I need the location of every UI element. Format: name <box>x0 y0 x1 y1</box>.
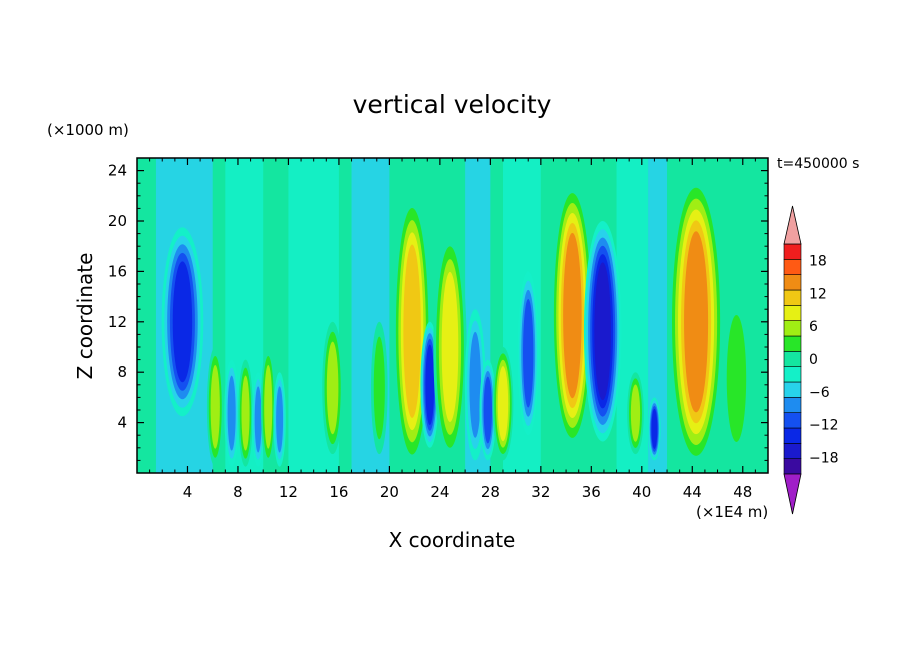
colorbar-swatch <box>783 412 802 429</box>
colorbar-under-triangle <box>783 473 802 515</box>
colorbar-swatch <box>783 458 802 475</box>
y-axis-label: Z coordinate <box>73 253 97 380</box>
colorbar-tick-label: 18 <box>809 253 827 269</box>
contour-band <box>594 262 612 401</box>
contour-band <box>264 364 273 449</box>
colorbar-swatch <box>783 366 802 383</box>
x-tick-label: 48 <box>733 483 752 501</box>
colorbar-tick-label: 0 <box>809 352 818 368</box>
colorbar-swatch <box>783 289 802 306</box>
x-tick-label: 36 <box>582 483 601 501</box>
colorbar-swatch <box>783 259 802 275</box>
contour-band <box>497 366 509 442</box>
x-tick-label: 28 <box>481 483 500 501</box>
contour-band <box>651 408 658 450</box>
contour-band <box>563 232 582 399</box>
y-axis: 4 8 12 16 20 24 <box>108 162 768 461</box>
colorbar-swatch <box>783 427 802 444</box>
colorbar-tick-label: 6 <box>809 319 818 335</box>
contour-band <box>630 384 641 442</box>
colorbar-tick-label: 12 <box>809 286 827 302</box>
contour-band <box>523 299 534 408</box>
y-tick-label: 8 <box>117 363 127 381</box>
colorbar-tick-label: −6 <box>809 385 830 401</box>
x-tick-label: 32 <box>531 483 550 501</box>
y-tick-label: 16 <box>108 262 127 280</box>
x-axis-label: X coordinate <box>389 528 516 552</box>
y-tick-label: 4 <box>117 414 127 432</box>
x-unit-label: (×1E4 m) <box>696 503 768 521</box>
contour-band <box>254 386 262 453</box>
colorbar-swatch <box>783 397 802 413</box>
colorbar-swatch <box>783 243 802 260</box>
field-band <box>648 158 668 473</box>
heatmap-field <box>137 158 768 473</box>
colorbar-swatch <box>783 320 802 337</box>
colorbar-swatch <box>783 274 802 291</box>
contour-band <box>684 231 709 413</box>
y-unit-label: (×1000 m) <box>47 121 129 139</box>
y-tick-label: 20 <box>108 212 127 230</box>
x-tick-label: 16 <box>329 483 348 501</box>
contour-band <box>276 386 284 453</box>
x-tick-label: 44 <box>683 483 702 501</box>
contour-band <box>227 375 236 451</box>
x-tick-label: 12 <box>279 483 298 501</box>
colorbar-tick-label: −18 <box>809 451 839 467</box>
contour-band <box>469 331 482 438</box>
contour-band <box>425 344 435 426</box>
contour-band <box>172 261 193 383</box>
contour-band <box>210 364 220 449</box>
colorbar-swatch <box>783 443 802 459</box>
colorbar-swatch <box>783 381 802 398</box>
y-tick-label: 24 <box>108 162 127 180</box>
x-tick-label: 4 <box>183 483 193 501</box>
x-tick-label: 20 <box>380 483 399 501</box>
y-tick-label: 12 <box>108 313 127 331</box>
x-tick-label: 8 <box>233 483 243 501</box>
chart-title: vertical velocity <box>353 90 552 119</box>
colorbar: −18 −12 −6 0 6 12 18 <box>783 205 839 515</box>
contour-band <box>483 376 493 444</box>
x-tick-label: 24 <box>430 483 449 501</box>
x-axis: 4 8 12 16 20 24 28 32 36 40 44 48 <box>149 158 756 501</box>
contour-band <box>241 375 250 451</box>
contour-band <box>403 244 421 418</box>
contour-band <box>373 336 385 440</box>
x-tick-label: 40 <box>632 483 651 501</box>
colorbar-swatch <box>783 351 802 367</box>
time-label: t=450000 s <box>777 156 859 172</box>
colorbar-swatch <box>783 305 802 321</box>
contour-band <box>326 341 339 435</box>
colorbar-over-triangle <box>783 205 802 245</box>
colorbar-tick-label: −12 <box>809 418 839 434</box>
contour-band <box>726 315 747 442</box>
contour-band <box>441 271 459 423</box>
colorbar-swatch <box>783 335 802 352</box>
